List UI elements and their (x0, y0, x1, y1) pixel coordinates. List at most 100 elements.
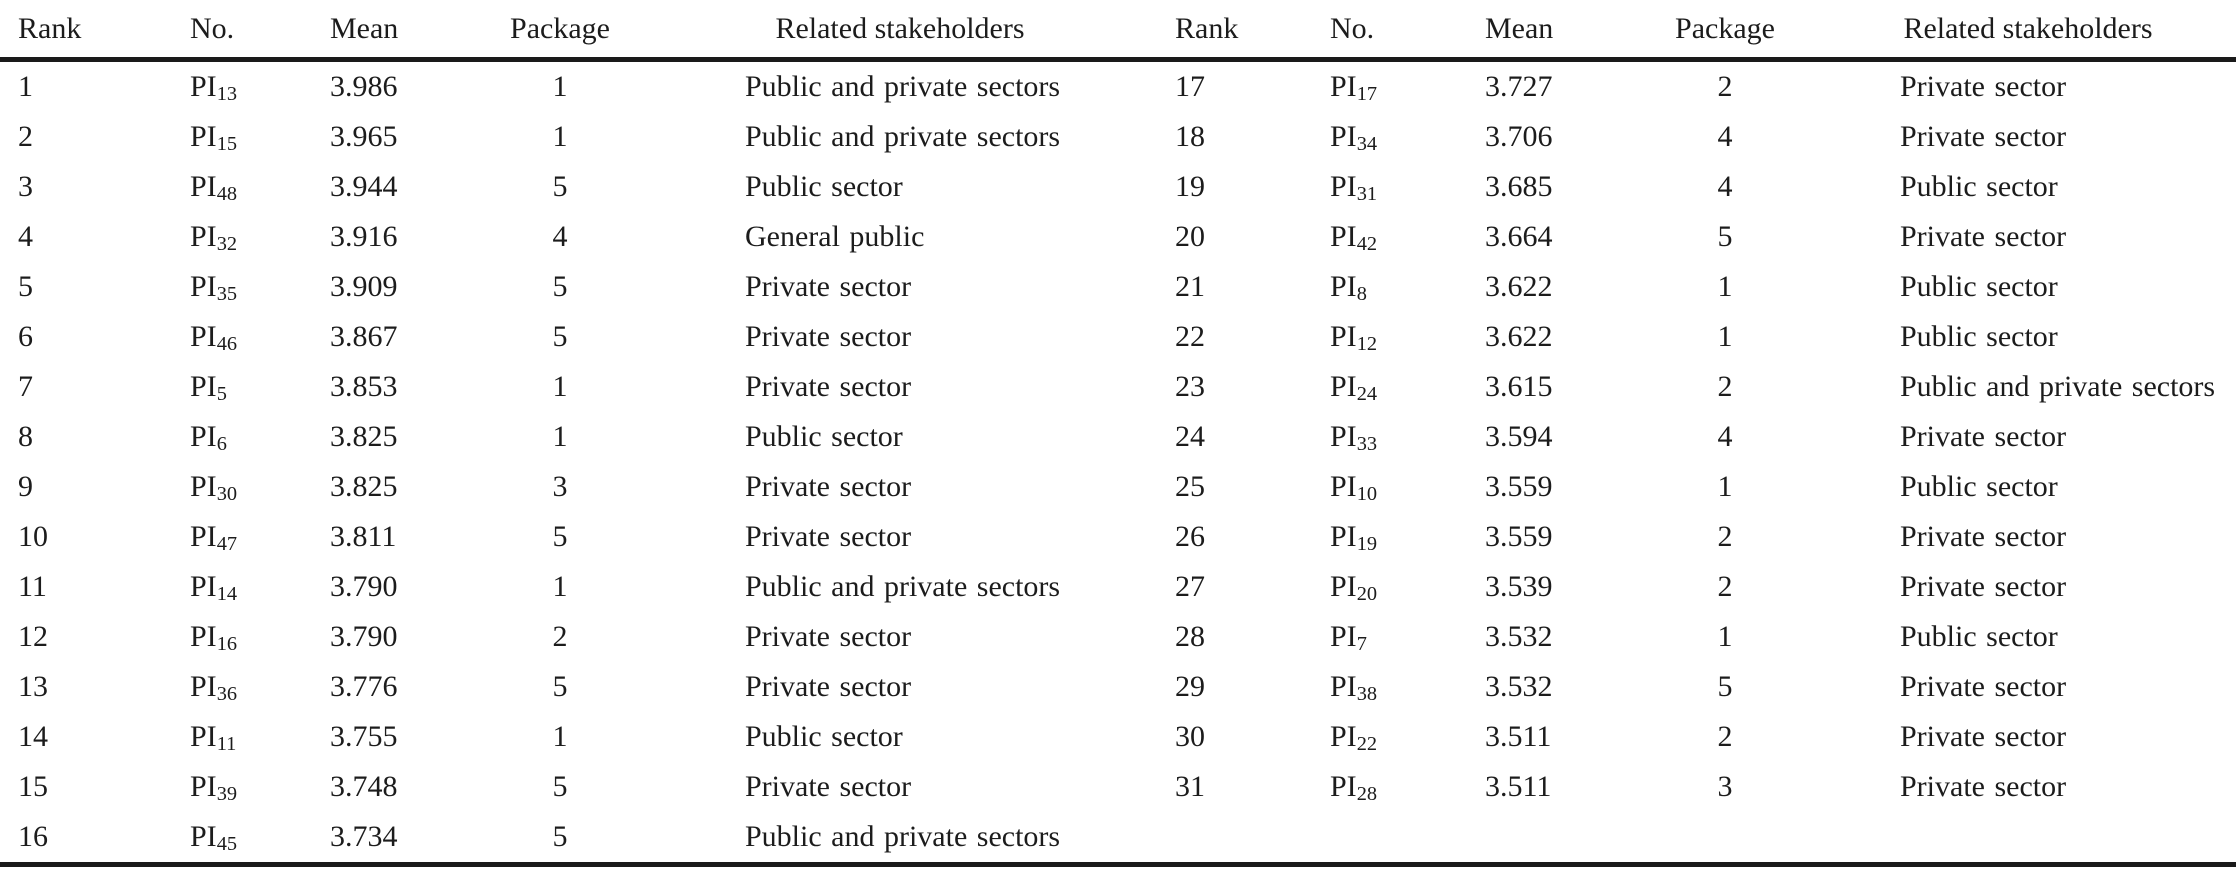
pi-subscript: 32 (216, 233, 238, 256)
no-cell: PI5 (190, 370, 227, 406)
mean-cell: 3.748 (330, 770, 398, 803)
pi-subscript: 7 (1356, 633, 1367, 656)
package-cell: 5 (552, 770, 568, 803)
mean-cell: 3.706 (1485, 120, 1553, 153)
rank-cell (1155, 812, 1310, 865)
stakeholders-cell: Public sector (1900, 620, 2058, 653)
stakeholders-cell: Private sector (1900, 670, 2067, 703)
rank-cell: 17 (1175, 70, 1205, 103)
package-cell: 1 (552, 370, 568, 403)
no-cell: PI10 (1330, 470, 1378, 506)
mean-cell: 3.965 (330, 120, 398, 153)
pi-subscript: 36 (216, 683, 238, 706)
mean-cell: 3.622 (1485, 270, 1553, 303)
table-row: 12 PI16 3.790 2 Private sector 28 PI7 3.532 1 Pub… (0, 612, 2236, 662)
rank-cell: 16 (18, 820, 48, 853)
mean-cell: 3.622 (1485, 320, 1553, 353)
mean-cell: 3.790 (330, 570, 398, 603)
rank-cell: 11 (18, 570, 47, 603)
no-cell: PI17 (1330, 70, 1378, 106)
rank-cell: 14 (18, 720, 48, 753)
table-row: 4 PI32 3.916 4 General public 20 PI42 3.664 5 Pri… (0, 212, 2236, 262)
stakeholders-cell: General public (745, 220, 925, 253)
package-cell: 5 (1717, 220, 1733, 253)
no-cell: PI6 (190, 420, 227, 456)
stakeholders-cell: Private sector (745, 370, 912, 403)
stakeholders-cell: Private sector (1900, 720, 2067, 753)
rank-cell: 10 (18, 520, 48, 553)
stakeholders-cell: Public sector (1900, 170, 2058, 203)
rank-cell: 25 (1175, 470, 1205, 503)
table-row: 6 PI46 3.867 5 Private sector 22 PI12 3.622 1 Pub… (0, 312, 2236, 362)
stakeholders-cell: Private sector (1900, 120, 2067, 153)
column-header-package-right: Package (1630, 0, 1820, 62)
rank-cell: 1 (18, 70, 33, 103)
header-row: Rank No. Mean Package Related stakeholde… (0, 0, 2236, 62)
package-cell: 2 (1717, 720, 1733, 753)
package-cell: 1 (552, 720, 568, 753)
package-cell: 5 (552, 270, 568, 303)
package-cell: 4 (1717, 420, 1733, 453)
no-cell: PI48 (190, 170, 238, 206)
mean-cell: 3.559 (1485, 520, 1553, 553)
column-header-stakeholders-left: Related stakeholders (645, 0, 1155, 62)
package-cell: 5 (552, 820, 568, 853)
package-cell (1630, 812, 1820, 865)
package-cell: 2 (1717, 70, 1733, 103)
mean-cell: 3.734 (330, 820, 398, 853)
mean-cell: 3.685 (1485, 170, 1553, 203)
package-cell: 2 (1717, 520, 1733, 553)
rank-cell: 27 (1175, 570, 1205, 603)
no-cell: PI8 (1330, 270, 1367, 306)
rank-cell: 8 (18, 420, 33, 453)
pi-subscript: 20 (1356, 583, 1378, 606)
mean-cell: 3.664 (1485, 220, 1553, 253)
pi-subscript: 39 (216, 783, 238, 806)
rank-cell: 26 (1175, 520, 1205, 553)
stakeholders-cell: Private sector (1900, 520, 2067, 553)
stakeholders-cell: Private sector (1900, 770, 2067, 803)
no-cell: PI33 (1330, 420, 1378, 456)
table-row: 16 PI45 3.734 5 Public and private sectors (0, 812, 2236, 865)
table-row: 3 PI48 3.944 5 Public sector 19 PI31 3.685 4 Publ… (0, 162, 2236, 212)
stakeholders-cell: Public and private sectors (745, 570, 1061, 603)
column-header-package-left: Package (475, 0, 645, 62)
column-header-no-right: No. (1310, 0, 1465, 62)
rank-cell: 30 (1175, 720, 1205, 753)
mean-cell: 3.825 (330, 470, 398, 503)
package-cell: 5 (1717, 670, 1733, 703)
package-cell: 5 (552, 320, 568, 353)
table-row: 13 PI36 3.776 5 Private sector 29 PI38 3.532 5 Pr… (0, 662, 2236, 712)
mean-cell: 3.811 (330, 520, 397, 553)
mean-cell: 3.916 (330, 220, 398, 253)
column-header-mean-right: Mean (1465, 0, 1630, 62)
stakeholders-cell: Public and private sectors (745, 70, 1061, 103)
mean-cell: 3.594 (1485, 420, 1553, 453)
package-cell: 5 (552, 170, 568, 203)
rank-cell: 2 (18, 120, 33, 153)
package-cell: 1 (1717, 470, 1733, 503)
column-header-rank-left: Rank (0, 0, 170, 62)
pi-subscript: 5 (216, 383, 227, 406)
no-cell: PI31 (1330, 170, 1378, 206)
table-row: 7 PI5 3.853 1 Private sector 23 PI24 3.615 2 Publ… (0, 362, 2236, 412)
column-header-mean-left: Mean (310, 0, 475, 62)
pi-subscript: 22 (1356, 733, 1378, 756)
stakeholders-cell: Public sector (745, 720, 903, 753)
pi-subscript: 46 (216, 333, 238, 356)
no-cell (1310, 812, 1465, 865)
no-cell: PI47 (190, 520, 238, 556)
mean-cell (1465, 812, 1630, 865)
no-cell: PI7 (1330, 620, 1367, 656)
mean-cell: 3.867 (330, 320, 398, 353)
no-cell: PI12 (1330, 320, 1378, 356)
table-row: 8 PI6 3.825 1 Public sector 24 PI33 3.594 4 Priva… (0, 412, 2236, 462)
rank-cell: 13 (18, 670, 48, 703)
column-header-no-left: No. (170, 0, 310, 62)
package-cell: 3 (552, 470, 568, 503)
no-cell: PI45 (190, 820, 238, 856)
rank-cell: 22 (1175, 320, 1205, 353)
pi-subscript: 48 (216, 183, 238, 206)
mean-cell: 3.909 (330, 270, 398, 303)
no-cell: PI24 (1330, 370, 1378, 406)
